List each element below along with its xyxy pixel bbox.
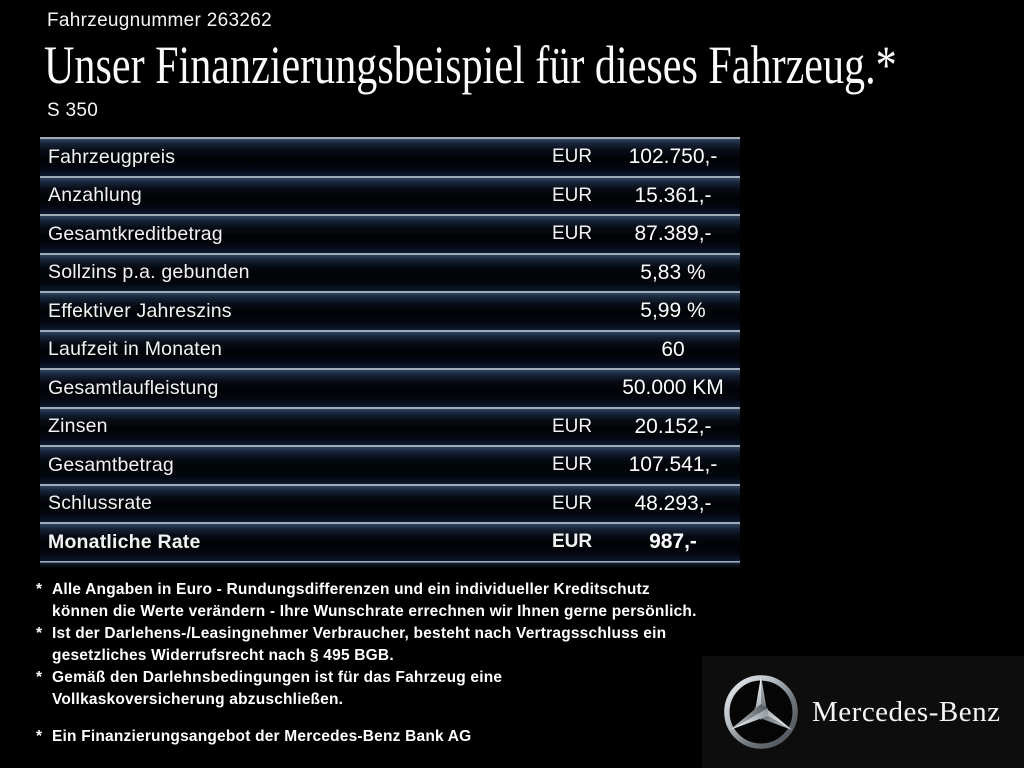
row-label: Fahrzeugpreis xyxy=(48,145,176,168)
row-label: Gesamtlaufleistung xyxy=(48,376,219,399)
table-row-fahrzeugpreis: Fahrzeugpreis EUR 102.750,- xyxy=(40,137,740,176)
table-bottom-glow xyxy=(40,562,740,569)
table-row-monatliche-rate: Monatliche Rate EUR 987,- xyxy=(40,522,740,561)
finance-table: Fahrzeugpreis EUR 102.750,- Anzahlung EU… xyxy=(40,137,740,563)
row-label: Sollzins p.a. gebunden xyxy=(48,261,250,284)
footnote-vollkasko: * Gemäß den Darlehnsbedingungen ist für … xyxy=(36,667,752,711)
table-row-sollzins: Sollzins p.a. gebunden 5,83 % xyxy=(40,252,740,291)
mercedes-star-icon xyxy=(724,675,798,749)
brand-name: Mercedes-Benz xyxy=(812,695,1001,728)
row-currency: EUR xyxy=(552,223,593,245)
row-value: 15.361,- xyxy=(634,183,712,207)
row-label: Zinsen xyxy=(48,415,108,438)
table-row-anzahlung: Anzahlung EUR 15.361,- xyxy=(40,175,740,214)
row-label: Anzahlung xyxy=(48,184,142,207)
footnotes: * Alle Angaben in Euro - Rundungsdiffere… xyxy=(36,579,752,748)
row-value: 102.750,- xyxy=(628,145,718,169)
table-row-gesamtlaufleistung: Gesamtlaufleistung 50.000 KM xyxy=(40,368,740,407)
footnote-text: Ein Finanzierungsangebot der Mercedes-Be… xyxy=(52,728,472,745)
row-value: 5,99 % xyxy=(640,299,706,323)
row-label: Schlussrate xyxy=(48,492,153,515)
row-value: 50.000 KM xyxy=(622,376,724,400)
row-label: Effektiver Jahreszins xyxy=(48,299,232,322)
vehicle-number: Fahrzeugnummer 263262 xyxy=(47,10,272,31)
row-label: Gesamtkreditbetrag xyxy=(48,222,223,245)
footnote-text: Ist der Darlehens-/Leasingnehmer Verbrau… xyxy=(52,625,667,664)
row-value: 87.389,- xyxy=(634,222,712,246)
footnote-marker: * xyxy=(36,625,43,642)
page-title: Unser Finanzierungsbeispiel für dieses F… xyxy=(44,35,897,95)
row-value: 60 xyxy=(661,337,685,361)
row-currency: EUR xyxy=(552,454,593,476)
footnote-rounding: * Alle Angaben in Euro - Rundungsdiffere… xyxy=(36,579,752,623)
vehicle-model: S 350 xyxy=(47,100,99,121)
row-value: 5,83 % xyxy=(640,260,706,284)
table-row-zinsen: Zinsen EUR 20.152,- xyxy=(40,406,740,445)
row-label: Laufzeit in Monaten xyxy=(48,338,222,361)
row-currency: EUR xyxy=(552,492,593,514)
row-value: 987,- xyxy=(649,530,697,554)
row-value: 107.541,- xyxy=(628,453,718,477)
brand-box: Mercedes-Benz xyxy=(702,656,1024,768)
footnote-bank: * Ein Finanzierungsangebot der Mercedes-… xyxy=(36,726,752,748)
table-row-schlussrate: Schlussrate EUR 48.293,- xyxy=(40,483,740,522)
row-label: Gesamtbetrag xyxy=(48,453,174,476)
row-label: Monatliche Rate xyxy=(48,530,201,553)
footnote-text: Alle Angaben in Euro - Rundungsdifferenz… xyxy=(52,581,697,620)
row-currency: EUR xyxy=(552,415,593,437)
table-row-effektiver-jahreszins: Effektiver Jahreszins 5,99 % xyxy=(40,291,740,330)
row-currency: EUR xyxy=(552,531,593,553)
row-value: 20.152,- xyxy=(634,414,712,438)
row-value: 48.293,- xyxy=(634,491,712,515)
row-currency: EUR xyxy=(552,146,593,168)
footnote-widerrufsrecht: * Ist der Darlehens-/Leasingnehmer Verbr… xyxy=(36,623,752,667)
footnote-text: Gemäß den Darlehnsbedingungen ist für da… xyxy=(52,669,503,708)
footnote-marker: * xyxy=(36,728,43,745)
row-currency: EUR xyxy=(552,184,593,206)
table-row-gesamtkreditbetrag: Gesamtkreditbetrag EUR 87.389,- xyxy=(40,214,740,253)
table-row-laufzeit: Laufzeit in Monaten 60 xyxy=(40,329,740,368)
footnote-marker: * xyxy=(36,581,43,598)
table-row-gesamtbetrag: Gesamtbetrag EUR 107.541,- xyxy=(40,445,740,484)
footnote-marker: * xyxy=(36,669,43,686)
